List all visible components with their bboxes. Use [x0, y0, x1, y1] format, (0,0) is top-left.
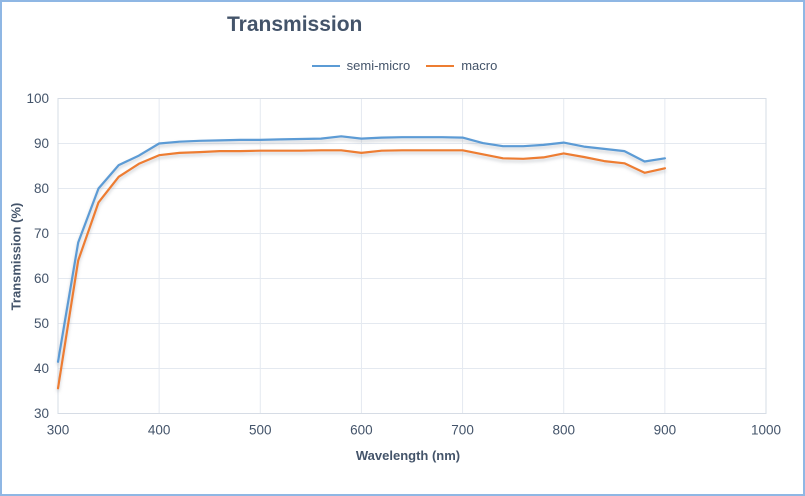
x-axis-title: Wavelength (nm) — [355, 448, 461, 463]
y-tick-label-80: 80 — [34, 181, 49, 196]
y-tick-label-30: 30 — [34, 406, 49, 421]
series-line-semi-micro — [56, 135, 667, 363]
chart-legend: semi-micro macro — [2, 58, 803, 73]
series-line-macro — [56, 149, 667, 390]
legend-item-semi-micro: semi-micro — [311, 58, 411, 73]
y-tick-label-60: 60 — [34, 271, 49, 286]
y-axis-title: Transmission (%) — [8, 202, 24, 310]
legend-label-macro: macro — [461, 58, 498, 73]
x-tick-label-900: 900 — [654, 423, 677, 438]
legend-label-semi-micro: semi-micro — [346, 58, 411, 73]
legend-item-macro: macro — [426, 58, 497, 73]
x-tick-label-500: 500 — [249, 423, 272, 438]
legend-swatch-macro — [426, 64, 455, 67]
x-tick-label-300: 300 — [47, 423, 70, 438]
x-tick-label-600: 600 — [350, 423, 373, 438]
plot-border — [57, 98, 767, 414]
x-tick-label-700: 700 — [451, 423, 474, 438]
y-tick-label-70: 70 — [34, 226, 49, 241]
x-tick-label-800: 800 — [552, 423, 575, 438]
y-tick-label-100: 100 — [26, 91, 49, 106]
y-tick-label-90: 90 — [34, 136, 49, 151]
chart-title: Transmission — [227, 13, 363, 36]
x-tick-label-1000: 1000 — [751, 423, 781, 438]
y-tick-label-50: 50 — [34, 316, 49, 331]
legend-swatch-semi-micro — [311, 64, 340, 67]
y-tick-label-40: 40 — [34, 361, 49, 376]
x-tick-label-400: 400 — [148, 423, 171, 438]
